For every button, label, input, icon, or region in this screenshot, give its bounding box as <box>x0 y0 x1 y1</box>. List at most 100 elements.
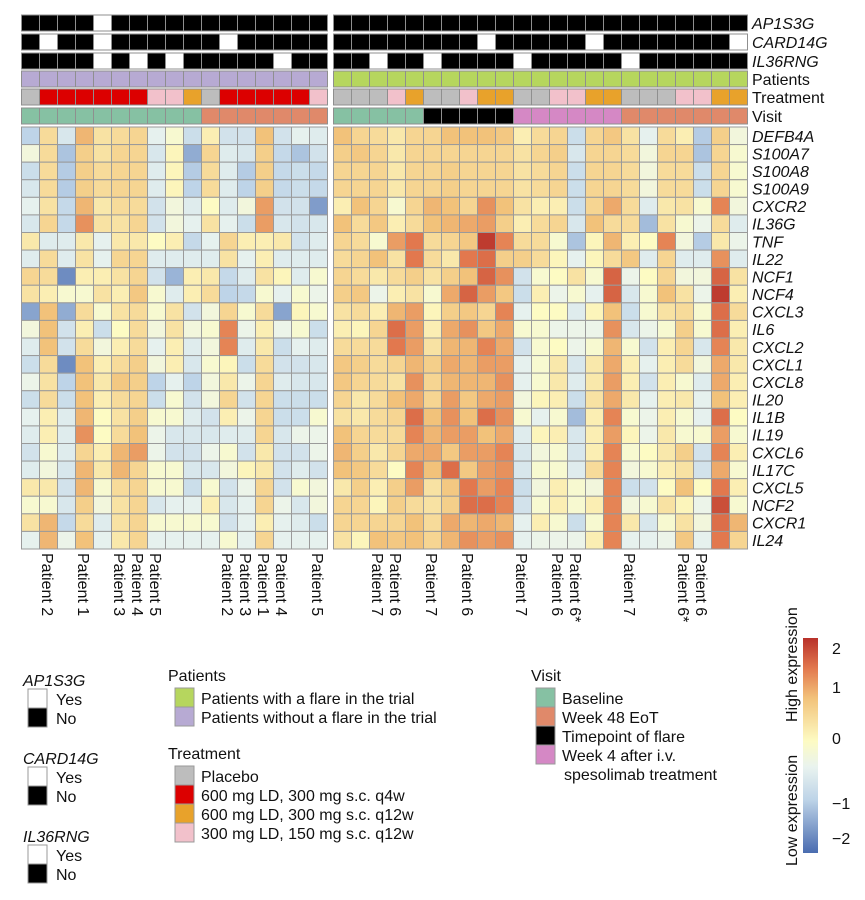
heatmap-cell <box>513 337 532 357</box>
annotation-cell-visit <box>693 107 712 125</box>
heatmap-cell <box>495 161 514 181</box>
heatmap-cell <box>75 179 94 198</box>
heatmap-cell <box>549 249 568 269</box>
heatmap-cell <box>387 390 406 409</box>
heatmap-cell <box>75 337 94 357</box>
heatmap-cell <box>111 407 130 427</box>
annotation-cell-card14g <box>405 33 424 51</box>
heatmap-cell <box>111 284 130 304</box>
annotation-cell-treatment <box>351 88 370 106</box>
heatmap-cell <box>603 443 622 462</box>
annotation-cell-visit <box>291 107 310 125</box>
annotation-cell-il36rng <box>675 52 694 70</box>
heatmap-cell <box>165 443 184 462</box>
heatmap-cell <box>729 267 748 286</box>
annotation-cell-ap1s3g <box>75 14 94 32</box>
annotation-cell-visit <box>621 107 640 125</box>
annotation-cell-ap1s3g <box>219 14 238 32</box>
heatmap-cell <box>129 179 148 198</box>
heatmap-cell <box>711 478 730 497</box>
heatmap-cell <box>75 302 94 321</box>
annotation-cell-treatment <box>111 88 130 106</box>
heatmap-cell <box>129 513 148 532</box>
gene-label: IL19 <box>752 428 783 445</box>
heatmap-cell <box>531 513 550 532</box>
heatmap-cell <box>237 179 256 198</box>
heatmap-cell <box>675 161 694 181</box>
heatmap-cell <box>309 232 328 251</box>
heatmap-cell <box>675 495 694 515</box>
heatmap-cell <box>129 232 148 251</box>
heatmap-cell <box>621 196 640 216</box>
annotation-cell-treatment <box>441 88 460 106</box>
heatmap-cell <box>57 390 76 409</box>
heatmap-cell <box>567 337 586 357</box>
heatmap-cell <box>423 249 442 269</box>
heatmap-cell <box>237 126 256 146</box>
heatmap-cell <box>21 161 40 181</box>
annotation-label-patients: Patients <box>752 72 810 89</box>
gene-label: CXCL3 <box>752 305 804 322</box>
heatmap-cell <box>585 372 604 392</box>
heatmap-cell <box>585 337 604 357</box>
heatmap-cell <box>513 302 532 321</box>
heatmap-cell <box>531 144 550 163</box>
annotation-cell-card14g <box>675 33 694 51</box>
heatmap-cell <box>387 267 406 286</box>
annotation-label-card14g: CARD14G <box>752 35 828 52</box>
annotation-cell-ap1s3g <box>621 14 640 32</box>
heatmap-cell <box>147 161 166 181</box>
heatmap-cell <box>729 161 748 181</box>
heatmap-cell <box>255 478 274 497</box>
heatmap-cell <box>309 267 328 286</box>
legend-swatch-yes <box>27 688 48 709</box>
heatmap-cell <box>711 337 730 357</box>
heatmap-cell <box>333 179 352 198</box>
annotation-cell-card14g <box>183 33 202 51</box>
annotation-cell-treatment <box>201 88 220 106</box>
heatmap-cell <box>219 513 238 532</box>
heatmap-cell <box>183 478 202 497</box>
heatmap-cell <box>477 302 496 321</box>
heatmap-cell <box>333 302 352 321</box>
heatmap-cell <box>711 390 730 409</box>
heatmap-cell <box>333 355 352 374</box>
heatmap-cell <box>309 161 328 181</box>
heatmap-cell <box>57 319 76 339</box>
heatmap-cell <box>531 126 550 146</box>
heatmap-cell <box>423 513 442 532</box>
heatmap-cell <box>93 144 112 163</box>
annotation-label-visit: Visit <box>752 109 782 126</box>
heatmap-cell <box>657 337 676 357</box>
annotation-cell-il36rng <box>201 52 220 70</box>
heatmap-cell <box>75 214 94 234</box>
heatmap-cell <box>549 425 568 444</box>
heatmap-cell <box>183 161 202 181</box>
annotation-cell-il36rng <box>423 52 442 70</box>
gene-label: IL22 <box>752 252 783 269</box>
annotation-cell-visit <box>387 107 406 125</box>
annotation-cell-ap1s3g <box>183 14 202 32</box>
heatmap-cell <box>237 425 256 444</box>
heatmap-cell <box>183 144 202 163</box>
heatmap-cell <box>75 126 94 146</box>
heatmap-cell <box>291 126 310 146</box>
heatmap-cell <box>549 355 568 374</box>
column-label: Patient 3 <box>110 553 127 616</box>
heatmap-cell <box>693 390 712 409</box>
heatmap-cell <box>183 214 202 234</box>
heatmap-cell <box>729 478 748 497</box>
heatmap-cell <box>693 232 712 251</box>
heatmap-cell <box>513 443 532 462</box>
heatmap-cell <box>111 513 130 532</box>
heatmap-cell <box>183 390 202 409</box>
heatmap-cell <box>39 267 58 286</box>
heatmap-cell <box>255 302 274 321</box>
heatmap-cell <box>495 495 514 515</box>
annotation-cell-ap1s3g <box>255 14 274 32</box>
heatmap-cell <box>549 443 568 462</box>
column-labels: Patient 2 Patient 1 Patient 3 Patient 4 Pati… <box>38 553 709 622</box>
heatmap-cell <box>585 144 604 163</box>
heatmap-cell <box>333 144 352 163</box>
heatmap-cell <box>711 372 730 392</box>
